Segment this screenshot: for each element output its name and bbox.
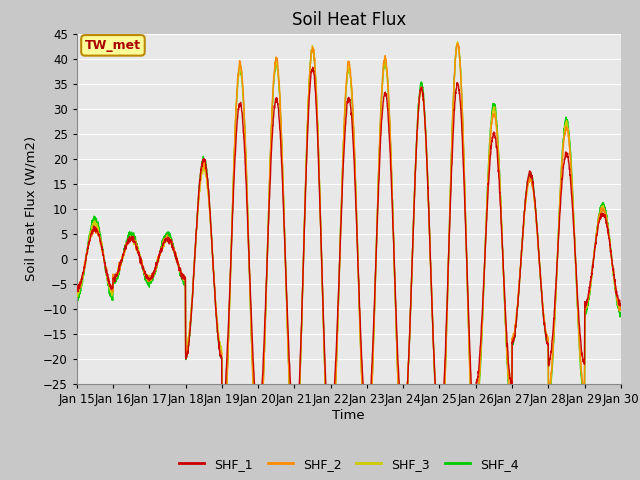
SHF_2 [365,451,372,457]
SHF_2 [454,40,461,46]
Text: TW_met: TW_met [85,39,141,52]
Line: SHF_4: SHF_4 [77,44,621,476]
SHF_3 [436,472,444,478]
SHF_1 [570,216,577,222]
SHF_1 [617,301,625,307]
SHF_2 [73,287,81,292]
SHF_3 [365,448,372,454]
SHF_4 [454,41,462,47]
SHF_4 [617,310,625,316]
SHF_2 [617,306,625,312]
SHF_4 [508,411,515,417]
SHF_3 [617,306,625,312]
SHF_2 [225,336,232,342]
SHF_1 [73,284,81,289]
SHF_1 [377,133,385,139]
Legend: SHF_1, SHF_2, SHF_3, SHF_4: SHF_1, SHF_2, SHF_3, SHF_4 [174,453,524,476]
SHF_1 [326,447,334,453]
SHF_4 [570,201,577,206]
SHF_3 [454,39,461,45]
Y-axis label: Soil Heat Flux (W/m2): Soil Heat Flux (W/m2) [24,136,38,281]
Title: Soil Heat Flux: Soil Heat Flux [292,11,406,29]
SHF_4 [365,447,372,453]
SHF_1 [508,381,515,386]
SHF_4 [225,336,232,342]
SHF_4 [471,473,479,479]
SHF_4 [584,302,592,308]
SHF_3 [73,288,81,294]
SHF_3 [225,334,232,340]
SHF_1 [309,64,317,70]
SHF_1 [225,321,232,327]
Line: SHF_1: SHF_1 [77,67,621,450]
SHF_3 [376,127,384,132]
SHF_2 [570,204,577,210]
Line: SHF_2: SHF_2 [77,43,621,476]
SHF_3 [508,404,515,409]
SHF_1 [584,291,592,297]
SHF_3 [584,296,592,302]
SHF_2 [436,473,444,479]
X-axis label: Time: Time [333,409,365,422]
SHF_4 [376,127,384,133]
SHF_2 [508,396,515,402]
SHF_2 [584,296,592,301]
SHF_2 [376,124,384,130]
Line: SHF_3: SHF_3 [77,42,621,475]
SHF_1 [365,412,372,418]
SHF_4 [73,296,81,302]
SHF_3 [570,204,577,210]
